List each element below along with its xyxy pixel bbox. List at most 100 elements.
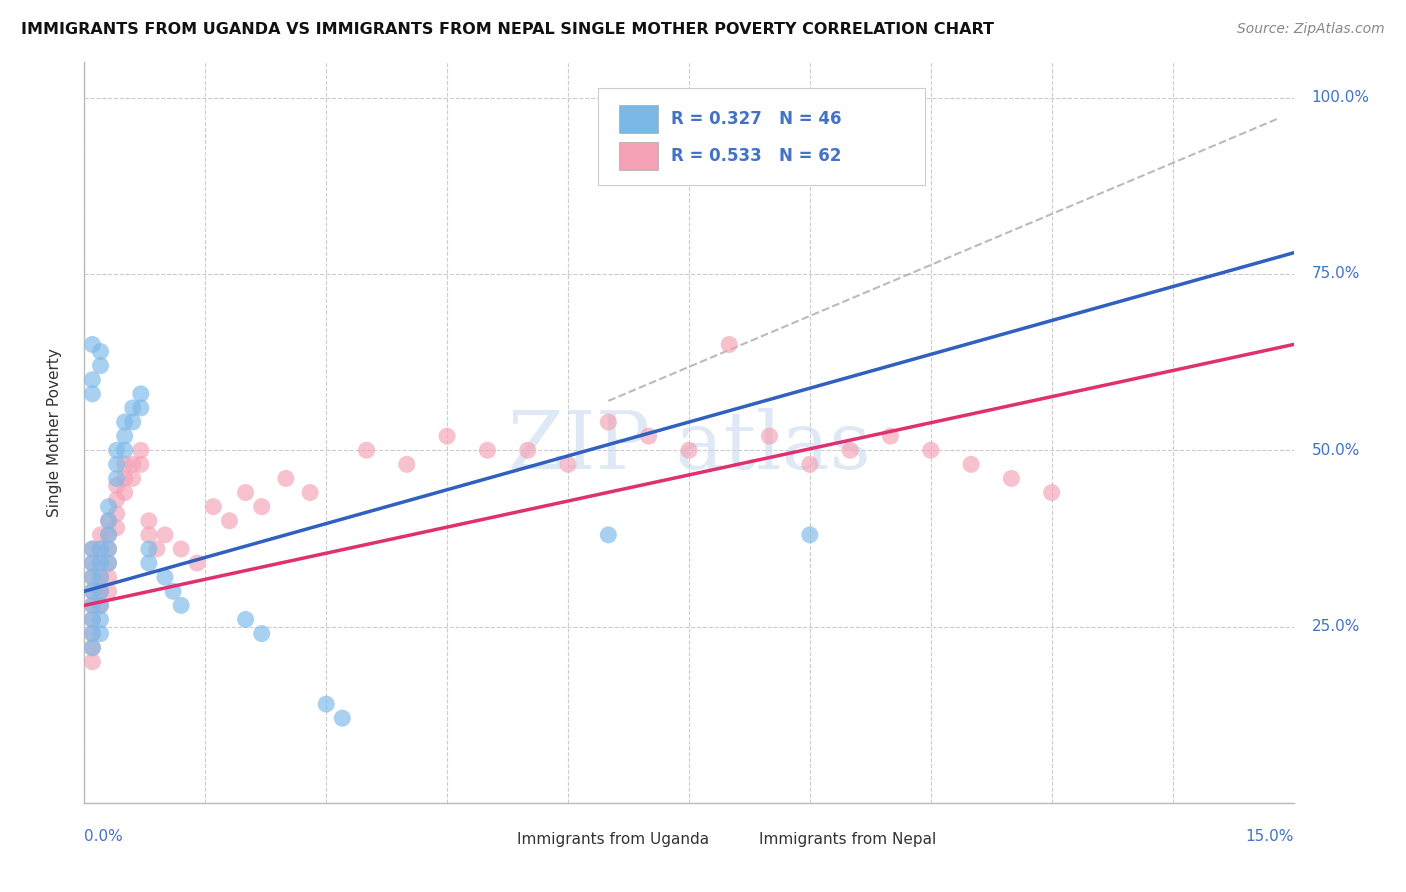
Point (82, 373, 104, 387)
Point (89, 599, 111, 613)
Point (879, 429, 901, 443)
Point (960, 458, 983, 472)
Point (114, 429, 136, 443)
Point (89, 528, 111, 542)
Point (718, 337, 741, 351)
Point (637, 429, 659, 443)
Point (315, 697, 337, 711)
Point (97, 514, 120, 528)
Point (82, 541, 104, 556)
Text: ZIP atlas: ZIP atlas (508, 409, 870, 486)
Point (82, 626, 104, 640)
Point (114, 485, 136, 500)
Point (138, 541, 160, 556)
Point (758, 429, 780, 443)
Point (97, 556, 120, 570)
Point (799, 458, 821, 472)
Point (138, 514, 160, 528)
Point (89, 344, 111, 359)
Text: IMMIGRANTS FROM UGANDA VS IMMIGRANTS FROM NEPAL SINGLE MOTHER POVERTY CORRELATIO: IMMIGRANTS FROM UGANDA VS IMMIGRANTS FRO… (21, 22, 994, 37)
Point (395, 458, 418, 472)
FancyBboxPatch shape (725, 829, 752, 851)
Point (89, 556, 111, 570)
FancyBboxPatch shape (619, 104, 658, 133)
Text: 15.0%: 15.0% (1246, 829, 1294, 844)
Point (82, 612, 104, 626)
Point (153, 528, 176, 542)
Point (114, 471, 136, 485)
FancyBboxPatch shape (599, 88, 925, 185)
Point (799, 528, 821, 542)
Point (114, 415, 136, 429)
Text: Immigrants from Uganda: Immigrants from Uganda (517, 832, 710, 847)
Point (82, 541, 104, 556)
Point (82, 584, 104, 599)
Point (89, 541, 111, 556)
Text: Single Mother Poverty: Single Mother Poverty (46, 348, 62, 517)
FancyBboxPatch shape (484, 829, 510, 851)
Point (97, 500, 120, 514)
Point (129, 458, 152, 472)
Point (839, 443, 862, 458)
Point (598, 528, 620, 542)
Point (356, 443, 378, 458)
Point (82, 570, 104, 584)
Point (138, 528, 160, 542)
Point (202, 500, 225, 514)
Point (121, 401, 143, 415)
Point (121, 471, 143, 485)
Point (97, 528, 120, 542)
Point (138, 556, 160, 570)
Point (82, 570, 104, 584)
Point (436, 429, 458, 443)
Text: Source: ZipAtlas.com: Source: ZipAtlas.com (1237, 22, 1385, 37)
Point (82, 626, 104, 640)
Point (920, 443, 942, 458)
Point (186, 556, 208, 570)
Point (97, 541, 120, 556)
Point (97, 584, 120, 599)
Point (235, 612, 257, 626)
Point (82, 655, 104, 669)
Point (105, 492, 128, 507)
Point (82, 584, 104, 599)
Text: Immigrants from Nepal: Immigrants from Nepal (759, 832, 936, 847)
Text: 50.0%: 50.0% (1312, 442, 1360, 458)
Point (89, 570, 111, 584)
Point (82, 599, 104, 613)
Point (274, 471, 297, 485)
Point (89, 584, 111, 599)
Point (89, 570, 111, 584)
Point (162, 584, 184, 599)
Point (89, 584, 111, 599)
Text: R = 0.533   N = 62: R = 0.533 N = 62 (671, 146, 841, 165)
Point (89, 541, 111, 556)
Point (250, 500, 273, 514)
Text: 100.0%: 100.0% (1312, 90, 1369, 105)
Point (97, 556, 120, 570)
Point (82, 640, 104, 655)
Point (105, 507, 128, 521)
Text: R = 0.327   N = 46: R = 0.327 N = 46 (671, 110, 841, 128)
Point (170, 599, 193, 613)
Point (105, 478, 128, 492)
Point (330, 711, 353, 725)
Point (82, 556, 104, 570)
Point (97, 541, 120, 556)
FancyBboxPatch shape (619, 142, 658, 169)
Point (97, 528, 120, 542)
Point (1040, 485, 1063, 500)
Point (82, 640, 104, 655)
Point (82, 337, 104, 351)
Point (299, 485, 322, 500)
Point (97, 514, 120, 528)
Point (1000, 471, 1022, 485)
Point (82, 556, 104, 570)
Point (97, 570, 120, 584)
Text: 25.0%: 25.0% (1312, 619, 1360, 634)
Point (114, 443, 136, 458)
Point (105, 521, 128, 535)
Point (250, 626, 273, 640)
Point (89, 612, 111, 626)
Point (678, 443, 700, 458)
